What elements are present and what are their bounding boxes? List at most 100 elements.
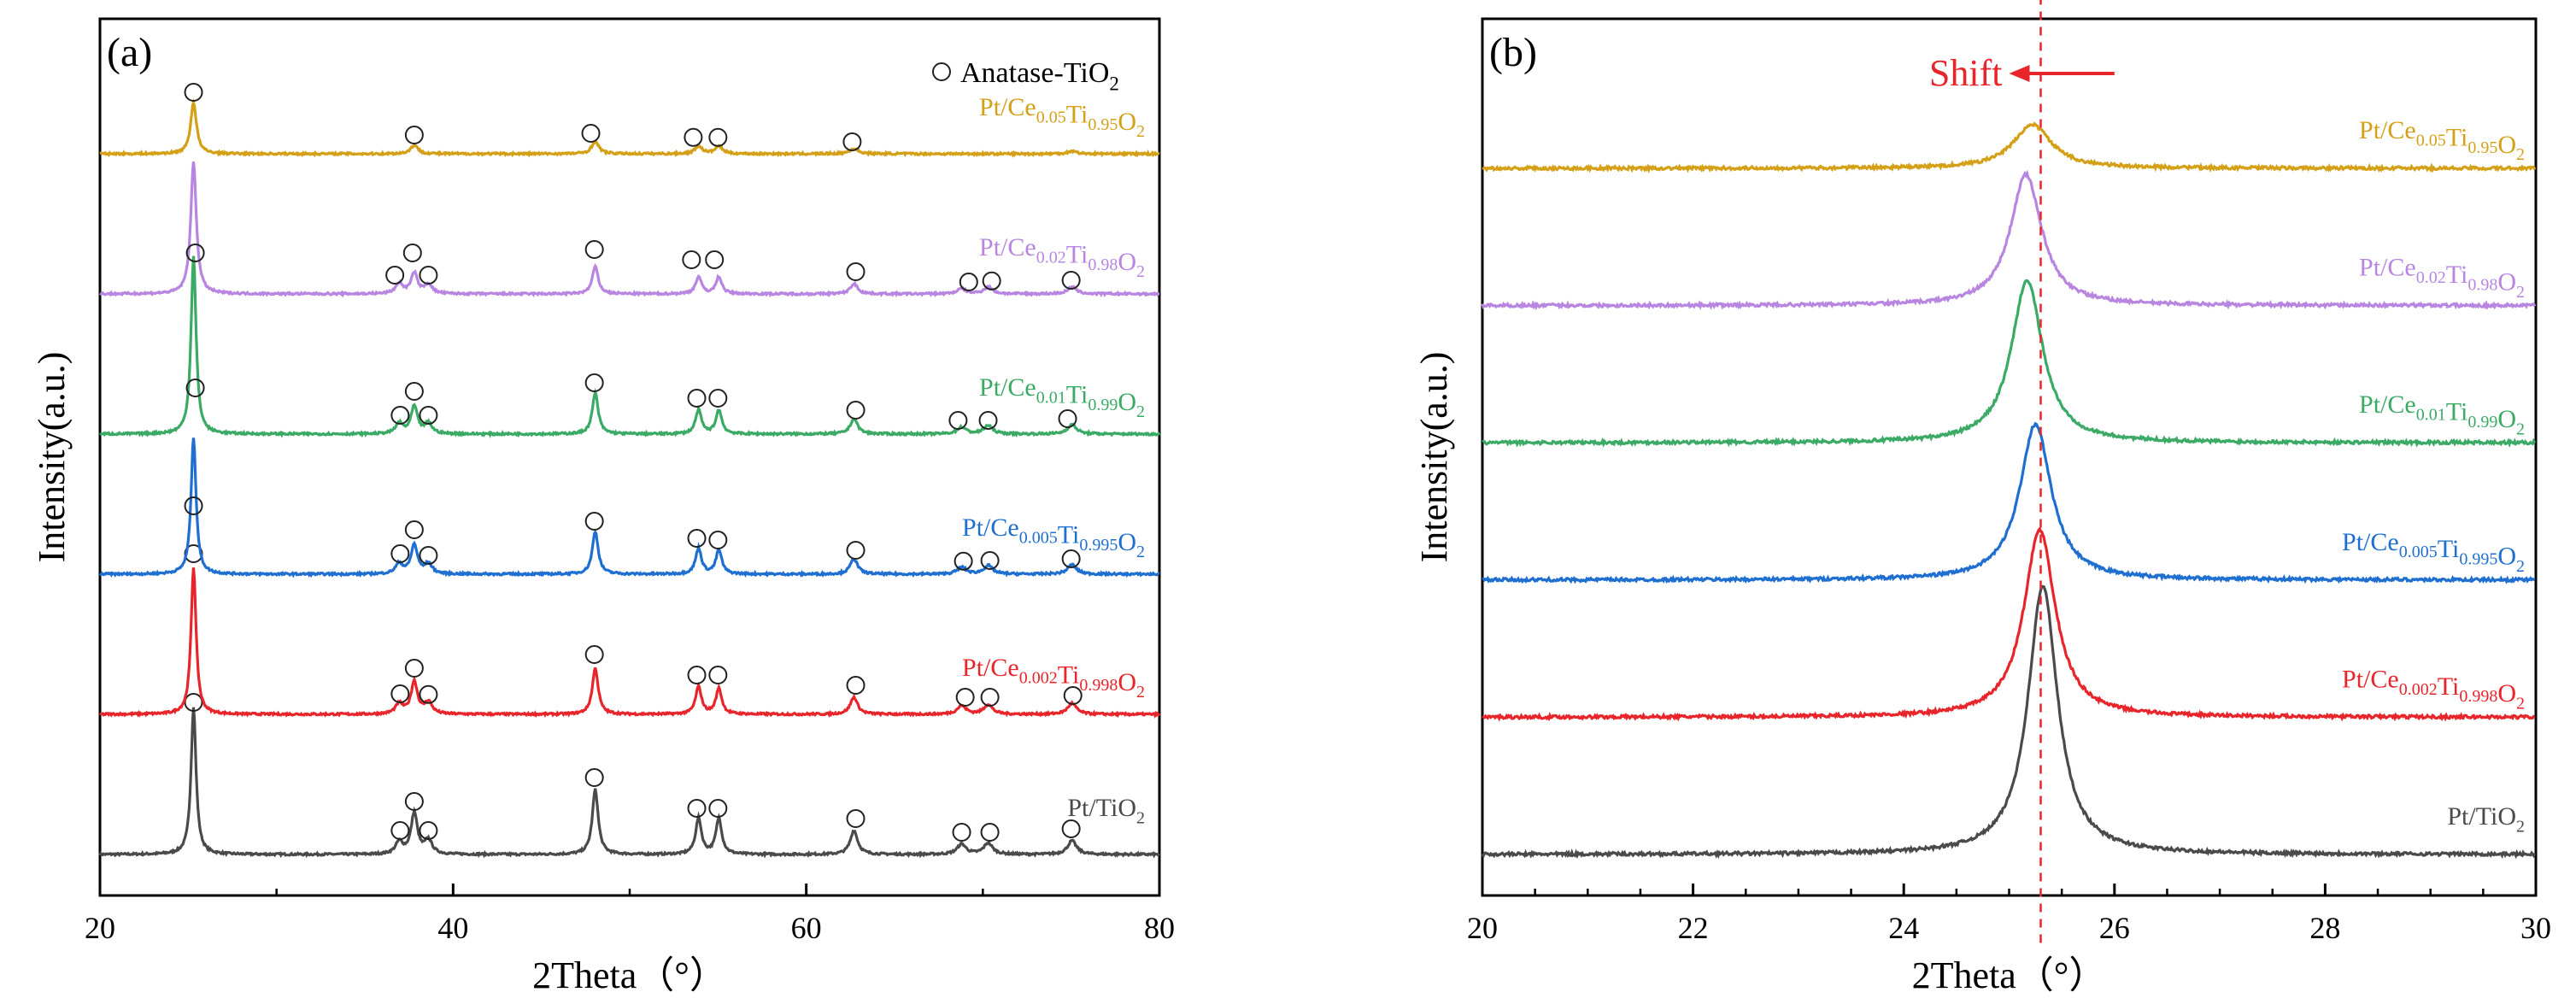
x-tick-label: 20 — [1467, 911, 1498, 945]
anatase-marker — [390, 544, 410, 563]
anatase-marker — [708, 666, 728, 684]
series-label-1: Pt/Ce0.002Ti0.998O2 — [962, 654, 1145, 702]
series-label-0: Pt/TiO2 — [1067, 794, 1145, 827]
anatase-marker — [684, 127, 703, 147]
shift-annotation: Shift — [1929, 52, 2003, 94]
panel-label: (b) — [1489, 30, 1537, 75]
zoom-series-label-2: Pt/Ce0.005Ti0.995O2 — [2342, 528, 2525, 576]
anatase-marker — [581, 124, 601, 143]
anatase-marker — [955, 688, 975, 707]
anatase-marker — [846, 541, 866, 560]
x-tick-label: 60 — [791, 911, 822, 945]
series-label-3: Pt/Ce0.01Ti0.99O2 — [979, 373, 1145, 421]
zoom-series-line-3 — [1482, 279, 2537, 449]
anatase-marker — [390, 684, 410, 703]
zoom-series-line-4 — [1481, 169, 2537, 311]
anatase-marker — [954, 551, 973, 571]
anatase-marker — [419, 406, 438, 425]
anatase-marker — [419, 266, 438, 285]
anatase-marker — [687, 799, 707, 818]
anatase-marker — [708, 127, 728, 147]
anatase-marker — [687, 666, 707, 684]
plot-frame — [1481, 17, 2538, 897]
anatase-marker — [584, 768, 604, 787]
anatase-marker — [185, 379, 205, 397]
series-line-4 — [99, 161, 1160, 298]
panel-label: (a) — [107, 30, 152, 75]
anatase-marker — [404, 126, 424, 144]
anatase-marker — [846, 676, 866, 695]
anatase-marker — [959, 273, 978, 291]
zoom-series-label-4: Pt/Ce0.02Ti0.98O2 — [2359, 254, 2525, 302]
anatase-marker — [1061, 819, 1081, 838]
zoom-series-line-5 — [1482, 121, 2537, 173]
series-line-5 — [99, 97, 1160, 158]
series-line-0 — [98, 707, 1161, 859]
anatase-marker — [184, 83, 203, 102]
x-tick-label: 26 — [2099, 911, 2130, 945]
anatase-marker — [682, 250, 701, 269]
plot-frame — [98, 17, 1161, 897]
legend-circle-icon — [932, 62, 951, 81]
x-tick-label: 22 — [1678, 911, 1709, 945]
zoom-series-label-0: Pt/TiO2 — [2447, 802, 2525, 836]
legend: Anatase-TiO2 — [932, 57, 1119, 95]
anatase-marker — [404, 520, 424, 539]
zoom-series-line-0 — [1481, 584, 2537, 860]
anatase-marker — [1061, 271, 1081, 290]
x-tick-label: 20 — [85, 911, 115, 945]
series-line-2 — [99, 437, 1160, 578]
anatase-marker — [708, 389, 728, 408]
x-tick-label: 24 — [1888, 911, 1919, 945]
series-line-3 — [99, 255, 1161, 438]
series-label-5: Pt/Ce0.05Ti0.95O2 — [979, 93, 1145, 141]
zoom-series-line-1 — [1482, 525, 2535, 722]
anatase-marker — [584, 512, 604, 531]
anatase-marker — [948, 411, 968, 430]
anatase-marker — [687, 529, 707, 548]
anatase-marker — [419, 821, 438, 840]
anatase-marker — [390, 406, 410, 425]
zoom-series-line-2 — [1482, 421, 2536, 584]
anatase-marker — [1058, 409, 1077, 428]
anatase-marker — [390, 821, 410, 840]
anatase-marker — [584, 240, 604, 259]
zoom-series-label-3: Pt/Ce0.01Ti0.99O2 — [2359, 390, 2525, 438]
anatase-marker — [404, 382, 424, 401]
anatase-marker — [584, 645, 604, 664]
anatase-marker — [980, 688, 1000, 707]
series-label-4: Pt/Ce0.02Ti0.98O2 — [979, 233, 1145, 281]
anatase-marker — [846, 809, 866, 828]
shift-arrow-head — [2009, 65, 2030, 82]
y-axis-title: Intensity(a.u.) — [1413, 352, 1455, 563]
y-axis-title: Intensity(a.u.) — [31, 352, 73, 563]
anatase-marker — [978, 411, 998, 430]
x-tick-label: 28 — [2309, 911, 2340, 945]
anatase-marker — [404, 792, 424, 811]
anatase-marker — [687, 389, 707, 408]
anatase-marker — [980, 823, 1000, 842]
anatase-marker — [846, 262, 866, 281]
anatase-marker — [184, 496, 203, 515]
x-tick-label: 30 — [2520, 911, 2551, 945]
anatase-marker — [705, 250, 725, 269]
zoom-series-label-1: Pt/Ce0.002Ti0.998O2 — [2342, 665, 2525, 713]
panel-a-xrd-wide: 20 40 60 80 (a) 2Theta（°） Intensity(a.u.) Pt/Ti… — [31, 17, 1175, 996]
anatase-marker — [952, 823, 971, 842]
anatase-marker — [419, 546, 438, 565]
anatase-marker — [419, 684, 438, 704]
anatase-marker — [1063, 686, 1083, 705]
series-label-2: Pt/Ce0.005Ti0.995O2 — [962, 514, 1145, 561]
x-axis-title: 2Theta（°） — [532, 954, 727, 996]
anatase-marker — [385, 266, 405, 285]
anatase-marker — [402, 244, 422, 262]
anatase-marker — [846, 401, 866, 420]
legend-label: Anatase-TiO2 — [960, 57, 1119, 95]
anatase-marker — [982, 271, 1001, 291]
anatase-marker — [1061, 549, 1081, 568]
anatase-marker — [842, 132, 862, 151]
x-tick-label: 40 — [437, 911, 468, 945]
panel-b-xrd-zoom: 20 22 24 26 28 30 (b) 2Theta（°） Intensity(a.u.) P… — [1413, 0, 2551, 996]
anatase-marker — [584, 373, 604, 392]
